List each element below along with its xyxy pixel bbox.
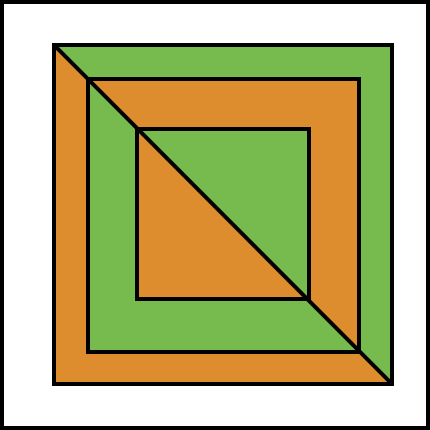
diagonal-line <box>52 43 394 386</box>
outer-square-outline <box>52 43 394 386</box>
middle-square-outline <box>86 77 361 354</box>
inner-square-outline <box>135 127 311 301</box>
